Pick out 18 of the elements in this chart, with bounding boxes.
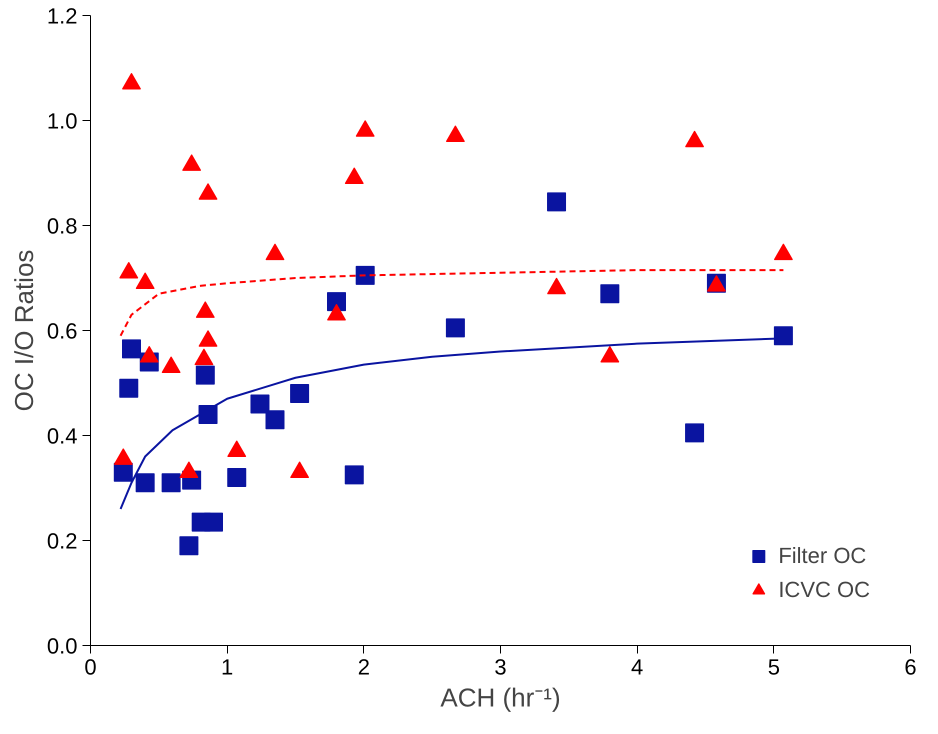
x-tick-label: 1	[221, 654, 234, 680]
x-tick-label: 2	[358, 654, 370, 680]
y-tick-label: 0.8	[46, 214, 78, 238]
legend-label: Filter OC	[778, 543, 866, 569]
x-tick-label: 3	[494, 654, 507, 680]
y-tick-label: 1.2	[46, 4, 78, 28]
y-tick-label: 0.6	[46, 318, 78, 344]
x-tick-label: 0	[84, 654, 97, 680]
y-axis-title: OC I/O Ratios	[8, 250, 39, 412]
y-tick-label: 0.4	[46, 424, 78, 448]
y-tick-label: 0.2	[46, 528, 78, 554]
y-tick-label: 1.0	[46, 108, 78, 134]
x-axis-title: ACH (hr⁻¹)	[440, 682, 561, 712]
x-tick-label: 5	[768, 654, 780, 680]
y-tick-label: 0.0	[46, 634, 78, 658]
x-tick-label: 6	[904, 654, 917, 680]
x-tick-label: 4	[631, 654, 644, 680]
legend-label: ICVC OC	[778, 577, 870, 603]
